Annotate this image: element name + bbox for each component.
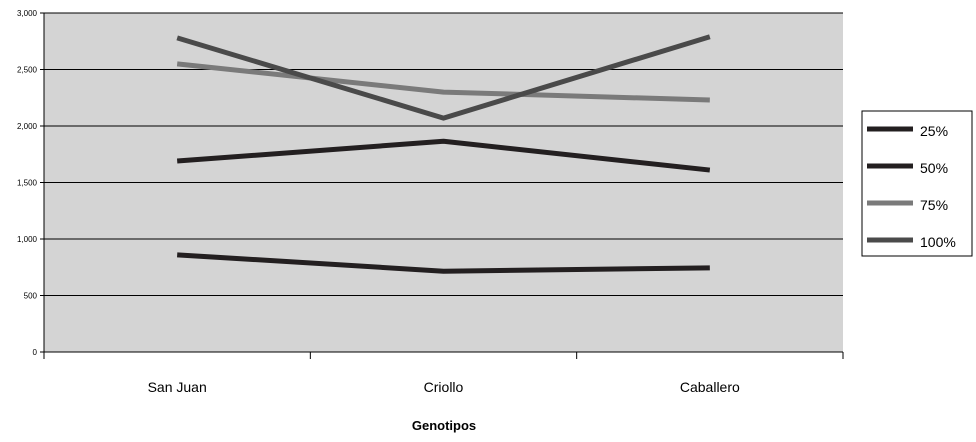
legend-box: [861, 110, 973, 257]
legend-label: 100%: [920, 234, 956, 250]
series-line: [177, 252, 710, 274]
legend-label: 75%: [920, 197, 948, 213]
x-tick-label: Caballero: [680, 379, 740, 395]
y-tick-label: 500: [24, 292, 38, 301]
x-axis-label: Genotipos: [412, 418, 476, 433]
y-tick-label: 0: [33, 348, 38, 357]
legend-label: 25%: [920, 123, 948, 139]
y-tick-label: 1,500: [17, 179, 38, 188]
x-tick-labels: San Juan Criollo Caballero: [148, 379, 740, 395]
series-line: [176, 34, 711, 121]
series-lines: [176, 34, 711, 274]
legend-label: 50%: [920, 160, 948, 176]
legend: 25% 50% 75% 100%: [861, 110, 973, 257]
gridlines: [44, 12, 843, 296]
axes: 0 500 1,000 1,500 2,000 2,500 3,000: [17, 9, 844, 359]
y-tick-label: 3,000: [17, 9, 38, 18]
x-tick-label: Criollo: [424, 379, 464, 395]
series-line: [176, 138, 711, 173]
series-line: [176, 61, 710, 103]
x-tick-label: San Juan: [148, 379, 207, 395]
y-tick-label: 1,000: [17, 235, 38, 244]
y-tick-label: 2,500: [17, 66, 38, 75]
y-tick-label: 2,000: [17, 122, 38, 131]
